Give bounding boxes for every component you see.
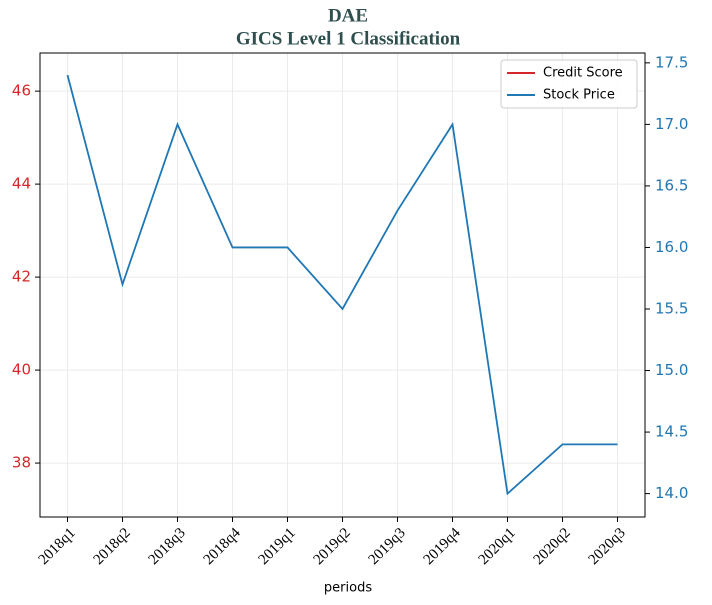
x-tick-label: 2018q4 (201, 525, 244, 568)
y-tick-label: 40 (12, 361, 31, 379)
x-tick-label: 2018q1 (36, 525, 79, 568)
legend-label: Stock Price (543, 88, 615, 103)
y2-tick-label: 17.5 (655, 53, 688, 71)
y2-tick-label: 16.5 (655, 176, 688, 194)
y2-tick-label: 15.0 (655, 361, 688, 379)
x-tick-label: 2020q1 (476, 525, 519, 568)
y-tick-label: 42 (12, 268, 31, 286)
legend-label: Credit Score (543, 66, 623, 81)
line-series (66, 74, 618, 496)
y-tick-label: 46 (12, 82, 31, 100)
x-axis-label: periods (324, 581, 372, 596)
x-tick-label: 2019q2 (311, 525, 354, 568)
x-tick-label: 2018q2 (91, 525, 134, 568)
x-tick-label: 2018q3 (146, 525, 189, 568)
plot-frame (39, 52, 646, 518)
y2-tick-label: 17.0 (655, 115, 688, 133)
y2-tick-label: 14.0 (655, 484, 688, 502)
y2-tick-label: 15.5 (655, 300, 688, 318)
y2-tick-label: 16.0 (655, 238, 688, 256)
x-tick-label: 2020q3 (586, 525, 629, 568)
chart-subtitle: GICS Level 1 Classification (236, 28, 461, 49)
x-tick-label: 2019q1 (256, 525, 299, 568)
y2-tick-label: 14.5 (655, 423, 688, 441)
x-tick-label: 2019q4 (421, 525, 464, 568)
x-tick-label: 2019q3 (366, 525, 409, 568)
y-tick-label: 38 (12, 454, 31, 472)
chart-title: DAE (328, 5, 368, 26)
x-tick-label: 2020q2 (531, 525, 574, 568)
y-tick-label: 44 (12, 175, 31, 193)
